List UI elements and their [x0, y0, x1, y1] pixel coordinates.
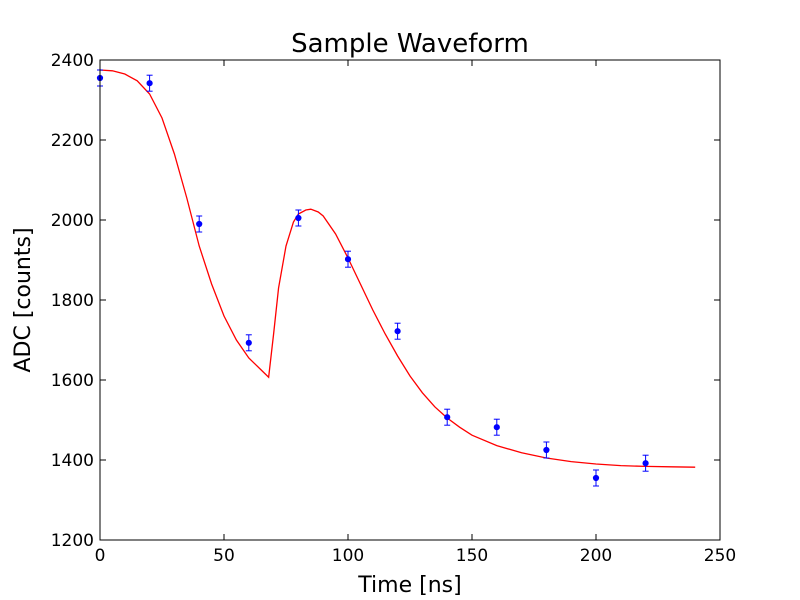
- x-tick-label-1: 50: [213, 546, 235, 566]
- data-marker-6: [394, 328, 401, 335]
- y-tick-label-1: 1400: [51, 451, 94, 471]
- data-point-5: [344, 250, 352, 268]
- x-tick-label-4: 200: [580, 546, 612, 566]
- data-point-2: [196, 215, 203, 233]
- data-point-8: [493, 418, 500, 436]
- y-tick-label-2: 1600: [51, 371, 94, 391]
- fit-line: [99, 69, 696, 468]
- data-marker-1: [146, 80, 153, 87]
- data-point-10: [592, 469, 600, 487]
- series-layer: [96, 69, 696, 487]
- data-marker-3: [245, 339, 252, 346]
- data-point-4: [295, 209, 302, 227]
- x-tick-label-2: 100: [332, 546, 364, 566]
- y-tick-label-6: 2400: [51, 51, 94, 71]
- data-marker-9: [543, 446, 550, 454]
- data-point-6: [394, 322, 401, 340]
- y-tick-label-5: 2200: [51, 131, 94, 151]
- data-marker-8: [493, 424, 500, 431]
- ticks-layer: 0 50 100 150 200 250 1200 1400 1600 1800 2000 2200 2…: [51, 51, 736, 566]
- data-point-9: [543, 441, 550, 459]
- data-point-7: [444, 408, 451, 426]
- y-axis-label: ADC [counts]: [11, 227, 36, 372]
- data-point-3: [245, 334, 252, 352]
- x-tick-label-3: 150: [456, 546, 488, 566]
- data-marker-7: [444, 414, 451, 421]
- y-tick-label-3: 1800: [51, 291, 94, 311]
- x-tick-label-0: 0: [95, 546, 106, 566]
- data-point-11: [642, 454, 649, 472]
- data-marker-11: [642, 460, 649, 467]
- data-marker-4: [295, 214, 302, 222]
- data-marker-2: [196, 220, 203, 228]
- data-point-1: [146, 74, 153, 92]
- chart-title: Sample Waveform: [291, 29, 529, 59]
- y-tick-label-4: 2000: [51, 211, 94, 231]
- data-marker-5: [344, 256, 352, 263]
- y-tick-label-0: 1200: [51, 531, 94, 551]
- data-marker-10: [592, 474, 600, 482]
- x-axis-label: Time [ns]: [357, 573, 461, 598]
- x-tick-label-5: 250: [704, 546, 736, 566]
